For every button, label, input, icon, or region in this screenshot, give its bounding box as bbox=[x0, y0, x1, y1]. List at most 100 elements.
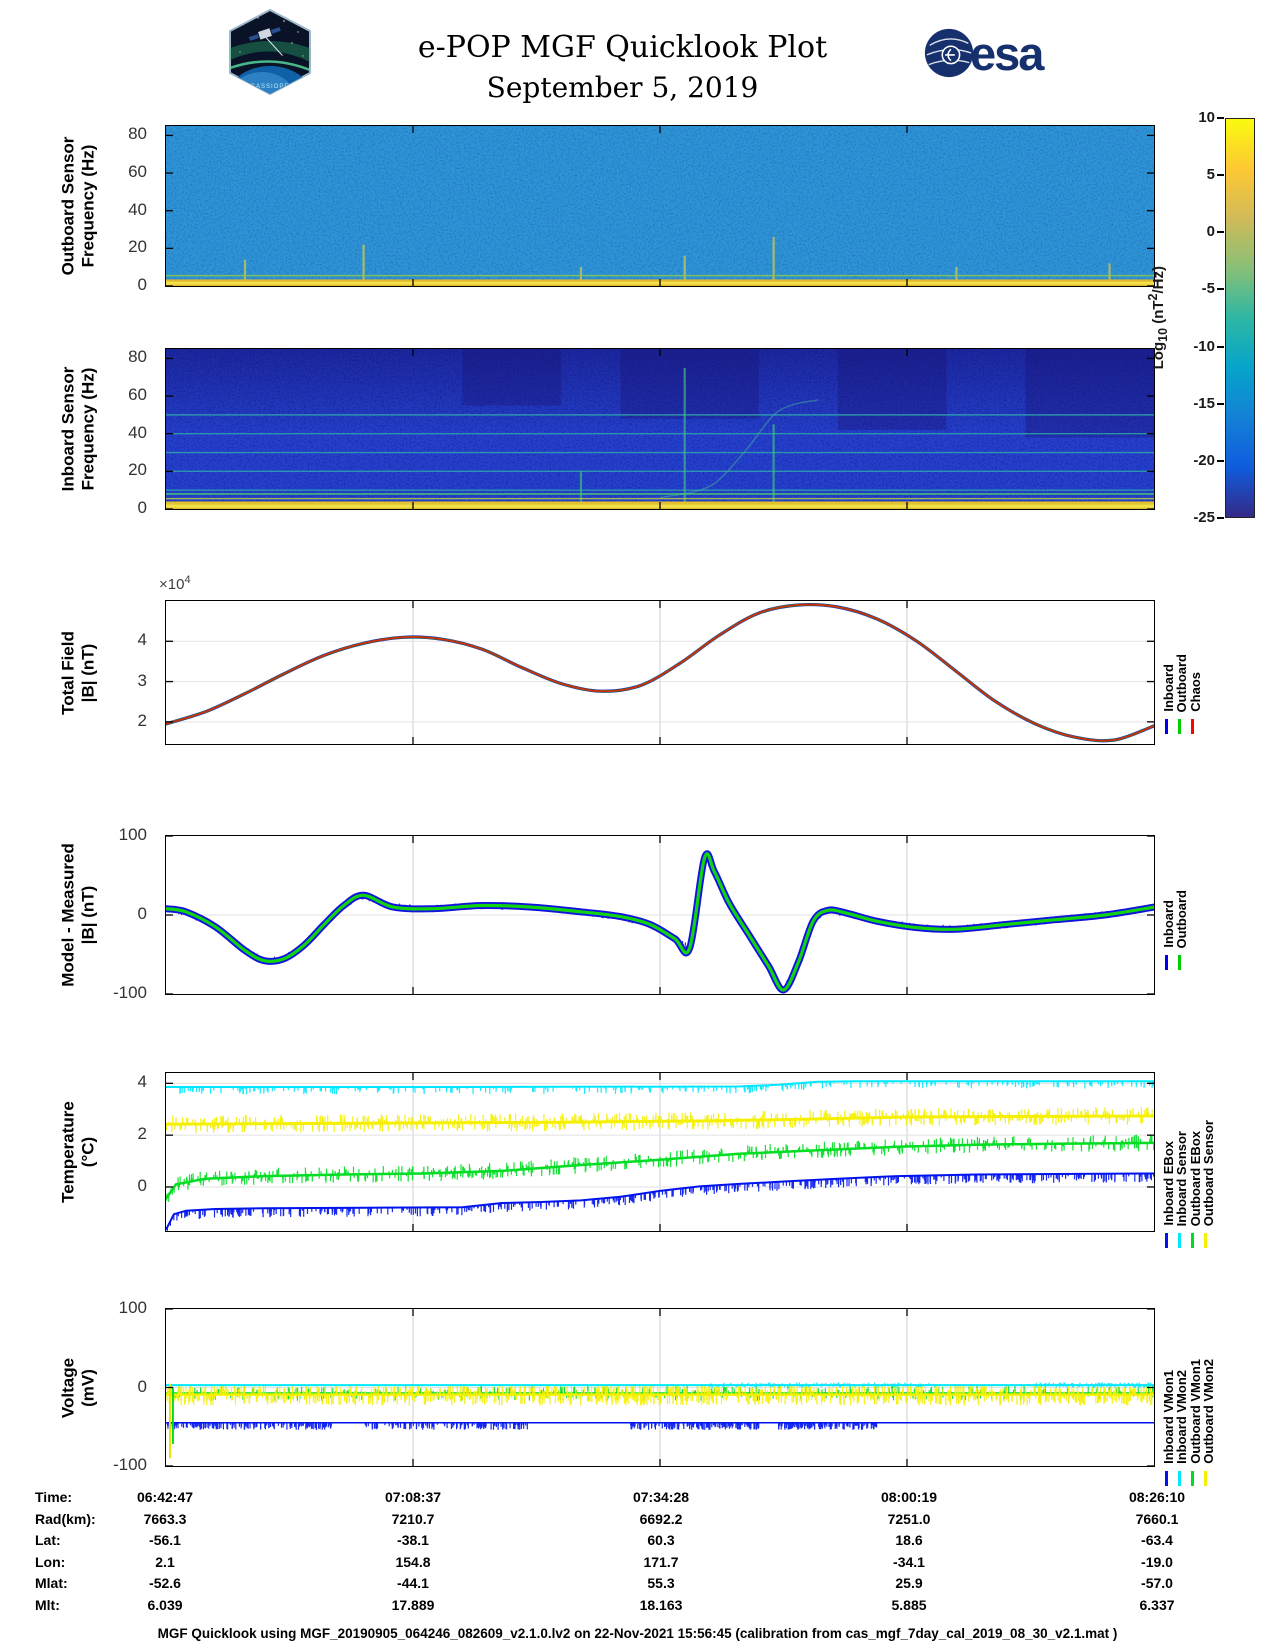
table-cell: -44.1 bbox=[397, 1575, 429, 1591]
table-cell: 7660.1 bbox=[1135, 1510, 1179, 1527]
table-row: Mlt: 6.039 17.889 18.163 5.885 6.337 bbox=[0, 1597, 1275, 1617]
table-cell: 55.3 bbox=[647, 1575, 675, 1591]
y-tick-labels: 2 3 4 bbox=[85, 600, 155, 745]
plot-area bbox=[165, 835, 1155, 995]
colorbar-tick-label: 0 bbox=[1206, 223, 1215, 241]
y-tick-label: 60 bbox=[128, 162, 147, 182]
table-row: Lon: 2.1 154.8 171.7 -34.1 -19.0 bbox=[0, 1554, 1275, 1574]
plot-area bbox=[165, 600, 1155, 745]
legend-swatch bbox=[1204, 1471, 1207, 1486]
voltage-panel: Voltage (mV) -100 0 100 bbox=[59, 1298, 1155, 1474]
table-cell: 2.1 bbox=[155, 1553, 175, 1570]
legend-label: Inboard VMon1 bbox=[1161, 1370, 1176, 1464]
y-tick-label: 2 bbox=[137, 710, 147, 730]
legend-label: Outboard VMon2 bbox=[1200, 1359, 1216, 1464]
legend-swatch bbox=[1178, 955, 1181, 970]
table-cell: 08:00:19 bbox=[880, 1489, 938, 1505]
colorbar-axis-label: Log10 (nT2/Hz) bbox=[1146, 266, 1170, 370]
colorbar-tick bbox=[1217, 517, 1224, 519]
plot-area bbox=[165, 125, 1155, 287]
plot-area bbox=[165, 1072, 1155, 1232]
table-cell: 17.889 bbox=[391, 1596, 435, 1613]
table-cell: 6692.2 bbox=[639, 1510, 683, 1527]
y-tick-label: 80 bbox=[128, 347, 147, 367]
y-tick-label: 3 bbox=[137, 670, 147, 690]
y-tick-label: -100 bbox=[112, 1455, 147, 1474]
outboard_spectrogram-chart-svg bbox=[166, 126, 1154, 286]
table-cell: 18.163 bbox=[639, 1596, 683, 1613]
legend-label: Inboard VMon2 bbox=[1174, 1370, 1190, 1464]
colorbar-tick-label: -10 bbox=[1193, 337, 1215, 355]
table-cell: 7663.3 bbox=[143, 1510, 187, 1527]
table-row: Rad(km): 7663.3 7210.7 6692.2 7251.0 7660.1 bbox=[0, 1511, 1275, 1531]
y-tick-label: 4 bbox=[137, 630, 147, 650]
footer-note: MGF Quicklook using MGF_20190905_064246_… bbox=[157, 1626, 1118, 1641]
legend-swatch bbox=[1165, 719, 1168, 734]
colorbar-tick bbox=[1217, 231, 1224, 234]
y-tick-label: 0 bbox=[137, 1175, 147, 1195]
plot-area bbox=[165, 348, 1155, 510]
y-tick-label: 0 bbox=[137, 498, 147, 517]
legend-swatch bbox=[1204, 1233, 1207, 1248]
y-tick-label: 100 bbox=[118, 1298, 147, 1317]
voltage-canvas bbox=[166, 1309, 1154, 1466]
legend-label: Chaos bbox=[1187, 672, 1203, 712]
table-cell: 171.7 bbox=[643, 1553, 679, 1570]
outboard-spectrogram-canvas bbox=[166, 126, 1154, 286]
y-tick-label: 60 bbox=[128, 385, 147, 405]
inboard_spectrogram-chart-svg bbox=[166, 349, 1154, 509]
y-tick-labels: 0 20 40 60 80 bbox=[85, 347, 155, 517]
table-cell: 5.885 bbox=[891, 1596, 927, 1613]
table-cell: -63.4 bbox=[1141, 1532, 1173, 1548]
colorbar-tick-label: -25 bbox=[1193, 509, 1215, 526]
colorbar-tick bbox=[1217, 345, 1224, 348]
cassiope-patch-graphic: CASSIOPE bbox=[229, 8, 311, 96]
y-tick-label: 80 bbox=[128, 124, 147, 144]
legend-swatch bbox=[1165, 1233, 1168, 1248]
legend-label: Inboard bbox=[1161, 664, 1176, 712]
table-row-label: Rad(km): bbox=[35, 1510, 96, 1527]
patch-text: CASSIOPE bbox=[251, 84, 290, 90]
table-cell: -19.0 bbox=[1141, 1553, 1173, 1570]
legend-temperature: Inboard EBox Inboard Sensor Outboard EBox O… bbox=[1161, 1078, 1242, 1248]
colorbar-tick-label: 5 bbox=[1206, 166, 1215, 184]
y-tick-label: 40 bbox=[128, 422, 147, 442]
inboard-spectrogram-panel: Inboard Sensor Frequency (Hz) 0 20 40 60 80 bbox=[59, 347, 1155, 517]
table-row-label: Lon: bbox=[35, 1553, 66, 1570]
model-measured-canvas bbox=[166, 836, 1154, 994]
colorbar-tick-label: 10 bbox=[1198, 109, 1215, 126]
table-cell: 18.6 bbox=[895, 1532, 923, 1548]
legend-label: Outboard Sensor bbox=[1200, 1119, 1216, 1226]
legend-model-measured: Inboard Outboard bbox=[1161, 846, 1242, 970]
legend-label: Inboard EBox bbox=[1161, 1141, 1176, 1226]
outboard-spectrogram-panel: Outboard Sensor Frequency (Hz) 0 20 40 60 80 bbox=[59, 124, 1155, 294]
legend-total-field: Inboard Outboard Chaos bbox=[1161, 608, 1242, 734]
legend-swatch bbox=[1191, 1471, 1194, 1486]
total_field-chart-svg bbox=[166, 601, 1154, 744]
y-tick-label: 4 bbox=[137, 1072, 147, 1092]
page-title: e-POP MGF Quicklook Plot bbox=[417, 30, 828, 65]
total-field-canvas bbox=[166, 601, 1154, 744]
legend-label: Outboard bbox=[1174, 889, 1190, 949]
table-row: Time: 06:42:47 07:08:37 07:34:28 08:00:19 08:… bbox=[0, 1489, 1275, 1509]
legend-label: Outboard VMon1 bbox=[1187, 1359, 1203, 1464]
table-row-label: Time: bbox=[35, 1489, 73, 1505]
table-cell: 07:08:37 bbox=[384, 1489, 442, 1505]
legend-swatch bbox=[1165, 955, 1168, 970]
colorbar-tick bbox=[1217, 117, 1224, 119]
table-cell: -56.1 bbox=[149, 1532, 181, 1548]
y-tick-label: 20 bbox=[128, 460, 147, 480]
table-row-label: Lat: bbox=[35, 1532, 61, 1548]
esa-logo: esa bbox=[922, 26, 1044, 80]
table-row: Mlat: -52.6 -44.1 55.3 25.9 -57.0 bbox=[0, 1575, 1275, 1595]
table-cell: -38.1 bbox=[397, 1532, 429, 1548]
table-cell: -34.1 bbox=[893, 1553, 925, 1570]
legend-label: Outboard bbox=[1174, 653, 1190, 713]
y-tick-label: 2 bbox=[137, 1124, 147, 1144]
y-tick-labels: 0 2 4 bbox=[85, 1072, 155, 1232]
axis-multiplier: ×104 bbox=[159, 574, 191, 593]
y-tick-label: 40 bbox=[128, 199, 147, 219]
